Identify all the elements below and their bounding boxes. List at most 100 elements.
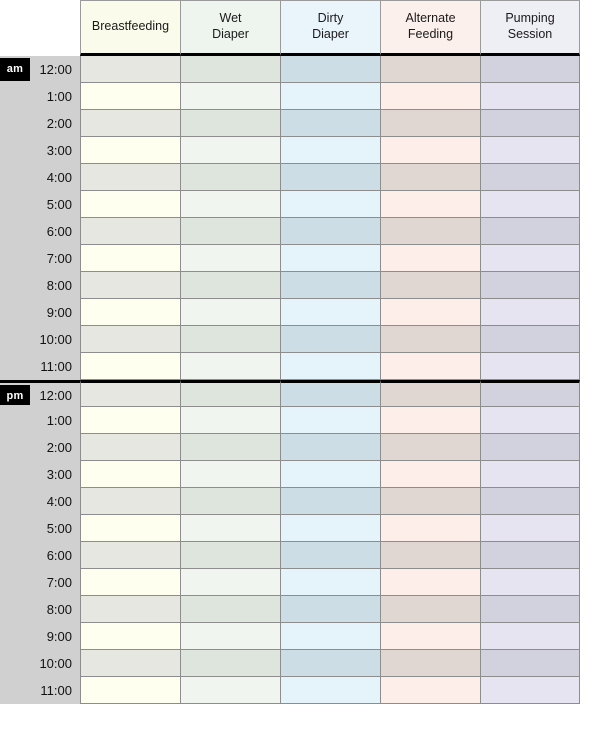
log-cell-pumping-session[interactable] [480, 191, 580, 218]
log-cell-dirty-diaper[interactable] [280, 542, 380, 569]
log-cell-pumping-session[interactable] [480, 272, 580, 299]
log-cell-wet-diaper[interactable] [180, 299, 280, 326]
log-cell-breastfeeding[interactable] [80, 407, 180, 434]
log-cell-alternate-feeding[interactable] [380, 83, 480, 110]
log-cell-dirty-diaper[interactable] [280, 623, 380, 650]
log-cell-alternate-feeding[interactable] [380, 515, 480, 542]
log-cell-pumping-session[interactable] [480, 380, 580, 407]
log-cell-breastfeeding[interactable] [80, 380, 180, 407]
log-cell-wet-diaper[interactable] [180, 245, 280, 272]
log-cell-breastfeeding[interactable] [80, 272, 180, 299]
log-cell-wet-diaper[interactable] [180, 542, 280, 569]
log-cell-pumping-session[interactable] [480, 56, 580, 83]
log-cell-dirty-diaper[interactable] [280, 137, 380, 164]
log-cell-dirty-diaper[interactable] [280, 191, 380, 218]
log-cell-wet-diaper[interactable] [180, 461, 280, 488]
log-cell-alternate-feeding[interactable] [380, 623, 480, 650]
log-cell-pumping-session[interactable] [480, 677, 580, 704]
log-cell-dirty-diaper[interactable] [280, 245, 380, 272]
log-cell-breastfeeding[interactable] [80, 326, 180, 353]
log-cell-wet-diaper[interactable] [180, 650, 280, 677]
log-cell-alternate-feeding[interactable] [380, 299, 480, 326]
log-cell-pumping-session[interactable] [480, 299, 580, 326]
log-cell-wet-diaper[interactable] [180, 56, 280, 83]
log-cell-alternate-feeding[interactable] [380, 137, 480, 164]
log-cell-dirty-diaper[interactable] [280, 353, 380, 380]
log-cell-alternate-feeding[interactable] [380, 164, 480, 191]
log-cell-breastfeeding[interactable] [80, 110, 180, 137]
log-cell-breastfeeding[interactable] [80, 596, 180, 623]
log-cell-wet-diaper[interactable] [180, 434, 280, 461]
log-cell-alternate-feeding[interactable] [380, 569, 480, 596]
log-cell-breastfeeding[interactable] [80, 164, 180, 191]
log-cell-wet-diaper[interactable] [180, 677, 280, 704]
log-cell-breastfeeding[interactable] [80, 353, 180, 380]
log-cell-dirty-diaper[interactable] [280, 515, 380, 542]
log-cell-pumping-session[interactable] [480, 164, 580, 191]
log-cell-breastfeeding[interactable] [80, 299, 180, 326]
log-cell-alternate-feeding[interactable] [380, 353, 480, 380]
log-cell-alternate-feeding[interactable] [380, 542, 480, 569]
log-cell-wet-diaper[interactable] [180, 326, 280, 353]
log-cell-pumping-session[interactable] [480, 137, 580, 164]
log-cell-pumping-session[interactable] [480, 623, 580, 650]
log-cell-pumping-session[interactable] [480, 488, 580, 515]
log-cell-wet-diaper[interactable] [180, 164, 280, 191]
log-cell-dirty-diaper[interactable] [280, 569, 380, 596]
log-cell-wet-diaper[interactable] [180, 407, 280, 434]
log-cell-breastfeeding[interactable] [80, 137, 180, 164]
log-cell-pumping-session[interactable] [480, 461, 580, 488]
log-cell-pumping-session[interactable] [480, 353, 580, 380]
log-cell-dirty-diaper[interactable] [280, 461, 380, 488]
log-cell-alternate-feeding[interactable] [380, 677, 480, 704]
log-cell-breastfeeding[interactable] [80, 542, 180, 569]
log-cell-breastfeeding[interactable] [80, 434, 180, 461]
log-cell-dirty-diaper[interactable] [280, 434, 380, 461]
log-cell-breastfeeding[interactable] [80, 488, 180, 515]
log-cell-pumping-session[interactable] [480, 407, 580, 434]
log-cell-dirty-diaper[interactable] [280, 272, 380, 299]
log-cell-alternate-feeding[interactable] [380, 110, 480, 137]
log-cell-alternate-feeding[interactable] [380, 380, 480, 407]
log-cell-wet-diaper[interactable] [180, 596, 280, 623]
log-cell-breastfeeding[interactable] [80, 623, 180, 650]
log-cell-dirty-diaper[interactable] [280, 83, 380, 110]
log-cell-pumping-session[interactable] [480, 515, 580, 542]
log-cell-breastfeeding[interactable] [80, 218, 180, 245]
log-cell-pumping-session[interactable] [480, 596, 580, 623]
log-cell-alternate-feeding[interactable] [380, 218, 480, 245]
log-cell-dirty-diaper[interactable] [280, 380, 380, 407]
log-cell-wet-diaper[interactable] [180, 191, 280, 218]
log-cell-pumping-session[interactable] [480, 245, 580, 272]
log-cell-pumping-session[interactable] [480, 542, 580, 569]
log-cell-alternate-feeding[interactable] [380, 245, 480, 272]
log-cell-wet-diaper[interactable] [180, 218, 280, 245]
log-cell-breastfeeding[interactable] [80, 677, 180, 704]
log-cell-wet-diaper[interactable] [180, 272, 280, 299]
log-cell-breastfeeding[interactable] [80, 245, 180, 272]
log-cell-wet-diaper[interactable] [180, 110, 280, 137]
log-cell-wet-diaper[interactable] [180, 515, 280, 542]
log-cell-wet-diaper[interactable] [180, 83, 280, 110]
log-cell-alternate-feeding[interactable] [380, 461, 480, 488]
log-cell-breastfeeding[interactable] [80, 83, 180, 110]
log-cell-dirty-diaper[interactable] [280, 164, 380, 191]
log-cell-breastfeeding[interactable] [80, 191, 180, 218]
log-cell-dirty-diaper[interactable] [280, 110, 380, 137]
log-cell-alternate-feeding[interactable] [380, 326, 480, 353]
log-cell-pumping-session[interactable] [480, 650, 580, 677]
log-cell-wet-diaper[interactable] [180, 488, 280, 515]
log-cell-alternate-feeding[interactable] [380, 191, 480, 218]
log-cell-wet-diaper[interactable] [180, 380, 280, 407]
log-cell-pumping-session[interactable] [480, 83, 580, 110]
log-cell-wet-diaper[interactable] [180, 353, 280, 380]
log-cell-dirty-diaper[interactable] [280, 596, 380, 623]
log-cell-breastfeeding[interactable] [80, 650, 180, 677]
log-cell-wet-diaper[interactable] [180, 623, 280, 650]
log-cell-alternate-feeding[interactable] [380, 56, 480, 83]
log-cell-pumping-session[interactable] [480, 218, 580, 245]
log-cell-pumping-session[interactable] [480, 110, 580, 137]
log-cell-pumping-session[interactable] [480, 326, 580, 353]
log-cell-wet-diaper[interactable] [180, 569, 280, 596]
log-cell-breastfeeding[interactable] [80, 569, 180, 596]
